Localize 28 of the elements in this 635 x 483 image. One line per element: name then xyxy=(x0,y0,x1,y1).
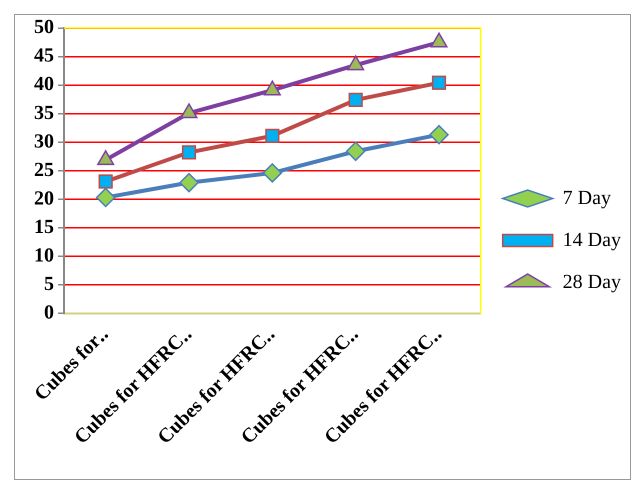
point xyxy=(262,163,282,183)
point xyxy=(432,76,446,90)
point xyxy=(346,142,366,162)
point xyxy=(182,145,196,160)
y-tick-label: 30 xyxy=(34,130,54,152)
y-tick-label: 10 xyxy=(34,244,54,266)
point xyxy=(98,174,113,189)
point xyxy=(180,103,198,118)
point xyxy=(430,32,448,48)
y-tick-label: 0 xyxy=(44,302,54,324)
point xyxy=(347,55,364,70)
point xyxy=(96,188,116,208)
legend-label: 7 Day xyxy=(562,186,612,209)
y-tick-label: 5 xyxy=(44,272,54,295)
point xyxy=(348,92,363,108)
point xyxy=(429,124,449,144)
point xyxy=(179,172,199,192)
y-tick-label: 25 xyxy=(34,158,54,181)
point xyxy=(264,80,281,96)
y-tick-label: 35 xyxy=(34,102,54,124)
y-tick-label: 50 xyxy=(34,16,54,38)
y-tick-label: 40 xyxy=(34,73,54,96)
point xyxy=(265,128,280,143)
y-tick-label: 20 xyxy=(34,187,54,210)
legend-label: 28 Day xyxy=(562,270,622,293)
y-tick-label: 15 xyxy=(34,216,54,238)
legend-label: 14 Day xyxy=(562,228,622,251)
y-tick-label: 45 xyxy=(34,44,54,67)
